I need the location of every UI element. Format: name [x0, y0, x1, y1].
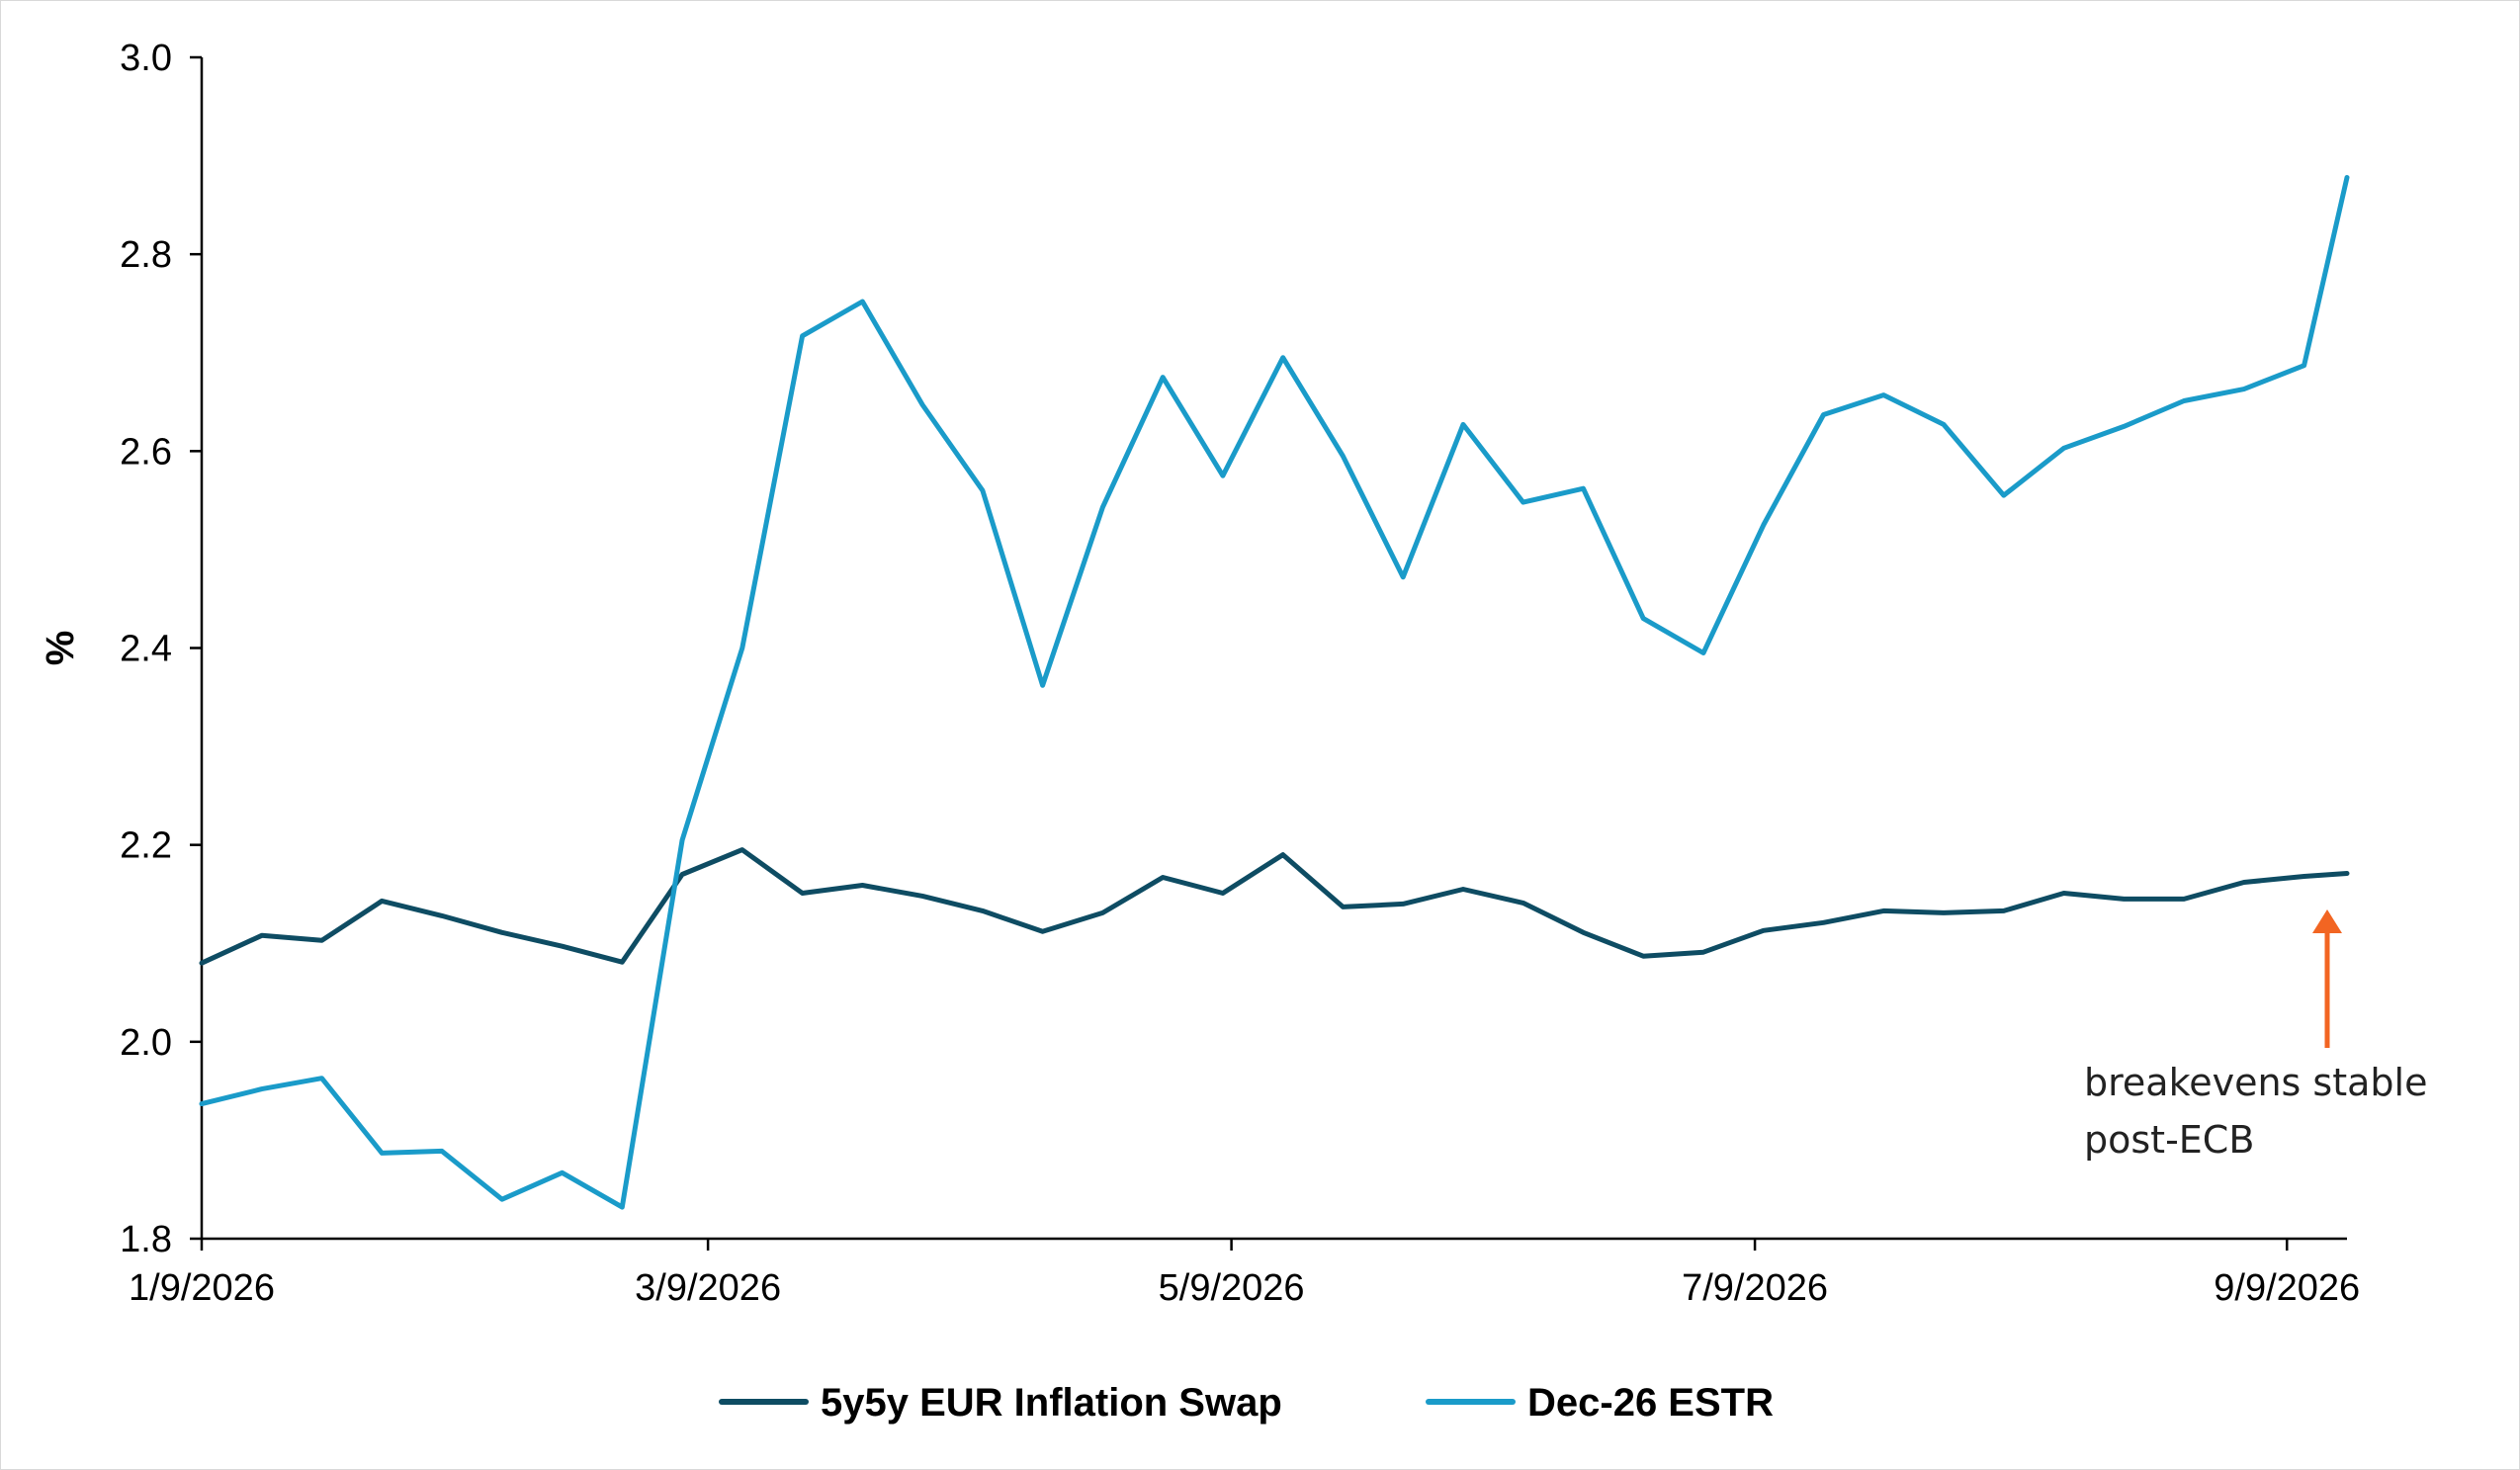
annotation-text-line: post-ECB	[2084, 1118, 2254, 1162]
annotation-text-line: breakevens stable	[2084, 1061, 2427, 1104]
series-line-estr	[199, 175, 2350, 1210]
annotation-arrow-head	[2312, 909, 2342, 933]
y-tick-label: 2.2	[120, 825, 172, 867]
x-tick-label: 5/9/2026	[1159, 1267, 1305, 1309]
y-tick-label: 2.0	[120, 1022, 172, 1064]
axes	[200, 57, 2347, 1241]
y-axis-ticks: 1.8 2.0 2.2 2.4 2.6 2.8 3.0%	[39, 38, 202, 1260]
series-lines	[199, 175, 2350, 1210]
annotation: breakevens stable post-ECB	[2084, 909, 2427, 1162]
legend-label: Dec-26 ESTR	[1527, 1381, 1774, 1425]
y-tick-label: 2.4	[120, 629, 172, 670]
series-line-inflation-swap	[199, 847, 2350, 966]
y-tick-label: 3.0	[120, 38, 172, 79]
x-tick-label: 9/9/2026	[2214, 1267, 2360, 1309]
y-tick-label: 2.6	[120, 431, 172, 473]
legend-label: 5y5y EUR Inflation Swap	[821, 1381, 1282, 1425]
x-tick-label: 7/9/2026	[1682, 1267, 1828, 1309]
x-tick-label: 3/9/2026	[635, 1267, 781, 1309]
x-tick-label: 1/9/2026	[129, 1267, 275, 1309]
y-tick-label: 2.8	[120, 234, 172, 276]
y-tick-label: 1.8	[120, 1219, 172, 1260]
y-axis-label: %	[39, 631, 82, 666]
legend: 5y5y EUR Inflation Swap Dec-26 ESTR	[719, 1381, 1774, 1425]
x-axis-ticks: 1/9/2026 3/9/2026 5/9/2026 7/9/2026 9/9/2026	[129, 1239, 2360, 1309]
